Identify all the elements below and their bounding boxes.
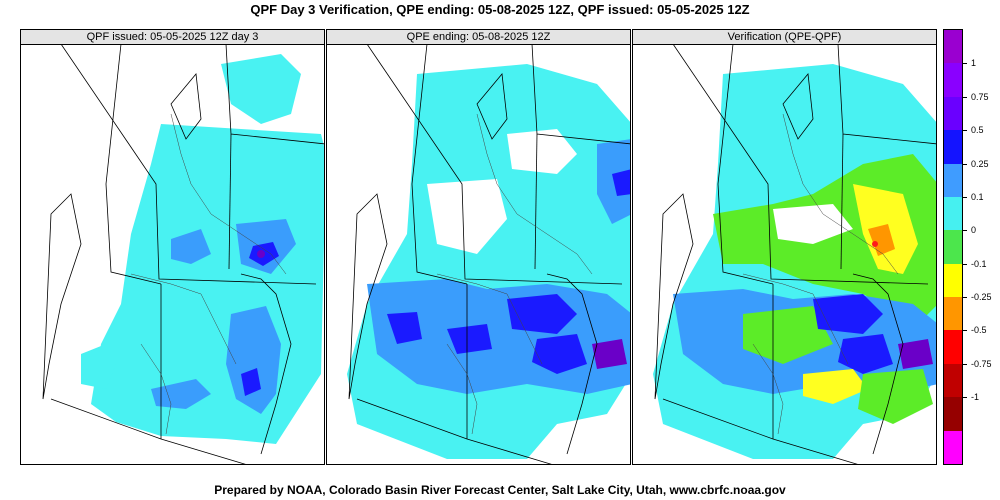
colorbar-swatch — [944, 96, 962, 131]
colorbar-tick — [963, 330, 967, 332]
boundaries-verification — [654, 44, 936, 464]
colorbar-swatch — [944, 263, 962, 298]
colorbar-label: -0.1 — [971, 258, 987, 269]
colorbar-label: -0.75 — [971, 358, 992, 369]
colorbar-swatch — [944, 363, 962, 398]
rivers-verification — [742, 113, 899, 435]
colorbar-swatch — [944, 330, 962, 365]
colorbar-swatch — [944, 297, 962, 331]
map-qpe — [347, 44, 630, 464]
boundaries-qpe — [348, 44, 630, 464]
colorbar-tick — [963, 263, 967, 265]
figure-title: QPF Day 3 Verification, QPE ending: 05-0… — [250, 2, 750, 17]
colorbar-tick — [963, 163, 967, 165]
panel-verification-title: Verification (QPE-QPF) — [633, 30, 936, 45]
colorbar-swatch — [944, 63, 962, 98]
colorbar-swatch — [944, 230, 962, 265]
boundaries-qpf — [42, 44, 324, 464]
colorbar-label: 0.5 — [971, 125, 984, 136]
colorbar-tick — [963, 397, 967, 399]
rivers-qpe — [436, 113, 593, 435]
panel-verification: Verification (QPE-QPF) — [632, 29, 937, 465]
colorbar-swatch — [944, 130, 962, 165]
colorbar-label: -0.25 — [971, 292, 992, 303]
colorbar-label: -1 — [971, 392, 980, 403]
colorbar-swatch — [944, 196, 962, 231]
colorbar-swatch — [944, 30, 962, 64]
footer-credit: Prepared by NOAA, Colorado Basin River F… — [214, 483, 786, 497]
colorbar-tick — [963, 63, 967, 65]
colorbar-tick — [963, 96, 967, 98]
colorbar-label: 1 — [971, 58, 977, 69]
colorbar-swatch — [944, 397, 962, 432]
panel-qpe-title: QPE ending: 05-08-2025 12Z — [327, 30, 630, 45]
colorbar-tick — [963, 130, 967, 132]
colorbar-tick — [963, 230, 967, 232]
colorbar-label: 0.75 — [971, 91, 989, 102]
colorbar — [943, 29, 963, 465]
precip-field-qpe — [347, 64, 630, 459]
colorbar-tick — [963, 196, 967, 198]
colorbar-swatch — [944, 430, 962, 465]
colorbar-label: 0.1 — [971, 191, 984, 202]
map-qpf — [42, 44, 324, 464]
map-verification — [653, 44, 936, 464]
panel-qpf: QPF issued: 05-05-2025 12Z day 3 — [20, 29, 325, 465]
rivers-qpf — [130, 113, 287, 435]
colorbar-swatch — [944, 163, 962, 198]
panel-qpe: QPE ending: 05-08-2025 12Z — [326, 29, 631, 465]
colorbar-tick — [963, 363, 967, 365]
precip-field-qpf — [81, 54, 324, 444]
difference-field — [653, 64, 936, 459]
panel-qpf-title: QPF issued: 05-05-2025 12Z day 3 — [21, 30, 324, 45]
colorbar-label: -0.5 — [971, 325, 987, 336]
colorbar-tick — [963, 297, 967, 299]
colorbar-label: 0 — [971, 225, 977, 236]
colorbar-label: 0.25 — [971, 158, 989, 169]
